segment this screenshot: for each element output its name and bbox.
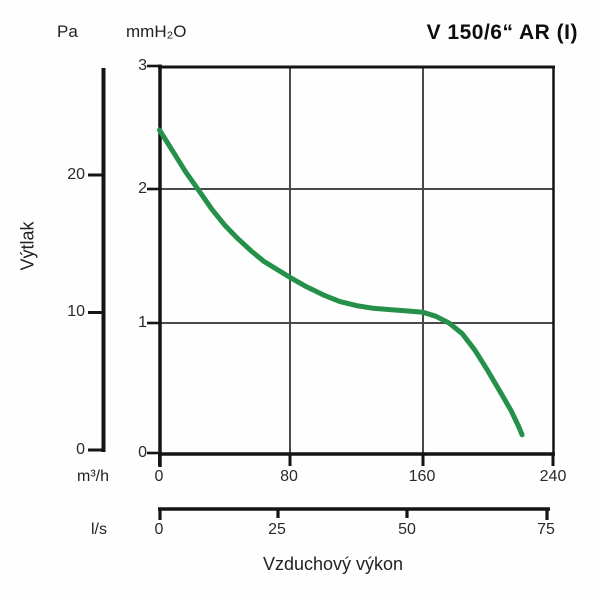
xtick-m3h-240: 240 bbox=[539, 468, 567, 485]
xtick-m3h-80: 80 bbox=[280, 468, 298, 485]
ls-unit-label: l/s bbox=[91, 521, 107, 538]
mmh2o-unit-label: mmH₂O bbox=[126, 22, 187, 41]
ytick-mmh2o-3: 3 bbox=[138, 57, 147, 74]
curve-v-150/6“-ar-(i) bbox=[157, 127, 525, 438]
xtick-m3h-0: 0 bbox=[154, 468, 164, 485]
ytick-pa-0: 0 bbox=[76, 441, 85, 458]
x-axis-title: Vzduchový výkon bbox=[262, 554, 404, 574]
xtick-ls-50: 50 bbox=[398, 521, 416, 538]
ytick-mmh2o-0: 0 bbox=[138, 444, 147, 461]
xtick-ls-25: 25 bbox=[268, 521, 286, 538]
pa-unit-label: Pa bbox=[57, 22, 78, 41]
ytick-mmh2o-1: 1 bbox=[138, 314, 147, 331]
chart-title: V 150/6“ AR (I) bbox=[426, 21, 578, 44]
y-axis-title: Výtlak bbox=[17, 221, 38, 271]
ytick-mmh2o-2: 2 bbox=[138, 180, 147, 197]
plot-frame bbox=[101, 64, 555, 511]
ytick-pa-10: 10 bbox=[67, 303, 85, 320]
m3h-unit-label: m³/h bbox=[77, 468, 109, 485]
xtick-ls-0: 0 bbox=[154, 521, 164, 538]
xtick-m3h-160: 160 bbox=[408, 468, 436, 485]
axis-ticks bbox=[88, 64, 555, 520]
gridlines bbox=[160, 67, 553, 453]
xtick-ls-75: 75 bbox=[537, 521, 555, 538]
performance-curve bbox=[157, 127, 525, 438]
ytick-pa-20: 20 bbox=[67, 166, 85, 183]
